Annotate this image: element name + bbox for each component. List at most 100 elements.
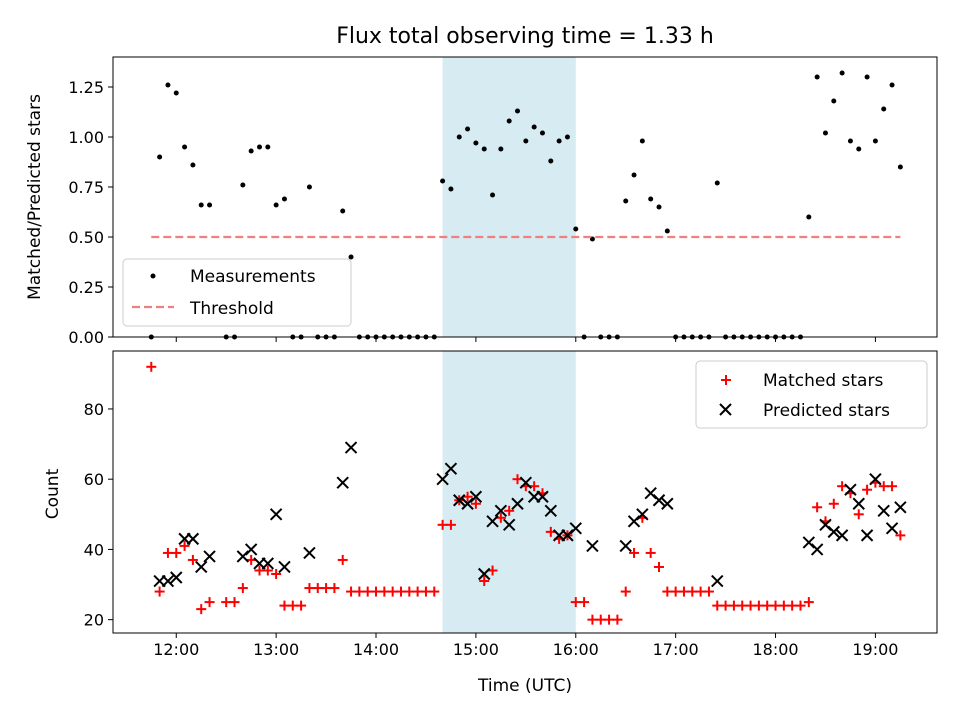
legend-predicted-label: Predicted stars — [763, 401, 890, 421]
predicted-star-marker — [444, 462, 458, 475]
predicted-star-marker — [186, 532, 200, 546]
matched-star-marker — [271, 569, 282, 580]
top-y-tick-label: 0.25 — [68, 278, 104, 297]
matched-star-marker — [479, 576, 490, 587]
predicted-star-marker-b — [336, 476, 349, 489]
measurement-point — [822, 130, 828, 136]
bottom-y-tick-label: 60 — [84, 470, 104, 489]
matched-star-marker — [887, 481, 898, 492]
matched-star-marker — [803, 597, 814, 608]
matched-star-marker — [495, 512, 506, 523]
legend-threshold-label: Threshold — [189, 299, 274, 319]
bottom-y-tick-label: 20 — [84, 611, 104, 630]
measurement-point — [872, 138, 878, 144]
predicted-star-marker — [860, 529, 874, 542]
predicted-star-marker-b — [519, 476, 533, 489]
top-y-tick-label: 1.25 — [68, 78, 104, 97]
measurement-point — [897, 164, 903, 170]
predicted-star-marker-b — [203, 550, 216, 563]
x-tick-label: 19:00 — [852, 640, 898, 659]
measurement-point — [573, 226, 579, 232]
matched-star-marker — [853, 509, 864, 520]
measurement-point — [490, 192, 496, 198]
legend-matched-label: Matched stars — [763, 371, 883, 391]
matched-star-marker — [504, 505, 515, 516]
legend-measurements-marker — [150, 273, 156, 279]
predicted-star-marker — [827, 525, 840, 539]
x-tick-label: 12:00 — [153, 640, 199, 659]
predicted-star-marker-b — [444, 462, 458, 475]
matched-star-marker — [187, 554, 198, 565]
measurement-point — [207, 202, 213, 208]
top-panel: 0.00 0.25 0.50 0.75 1.00 1.25 — [68, 56, 938, 347]
measurement-point — [306, 184, 312, 190]
top-highlight-span — [442, 57, 576, 337]
measurement-point — [515, 108, 521, 114]
measurement-point — [473, 140, 479, 146]
measurement-point — [539, 130, 545, 136]
matched-star-marker — [654, 561, 665, 572]
measurement-point — [631, 172, 637, 178]
measurement-point — [556, 138, 562, 144]
matched-star-marker — [795, 600, 806, 611]
matched-star-marker — [862, 484, 873, 495]
matched-star-marker — [329, 583, 340, 594]
bottom-panel: 12:00 13:00 14:00 15:00 16:00 17:00 18:00 19:00… — [84, 350, 938, 659]
predicted-star-marker-b — [278, 560, 291, 574]
predicted-star-marker-b — [819, 518, 832, 532]
predicted-star-marker — [844, 483, 857, 496]
predicted-star-marker — [619, 539, 632, 553]
predicted-star-marker-b — [544, 504, 558, 517]
measurement-point — [831, 98, 837, 104]
bottom-legend-box — [695, 360, 928, 429]
matched-star-marker — [246, 554, 257, 565]
top-y-tick-label: 0.75 — [68, 178, 104, 197]
matched-star-marker — [487, 565, 498, 576]
predicted-star-marker — [244, 543, 258, 556]
measurement-point — [523, 138, 529, 144]
predicted-star-marker-b — [486, 515, 499, 528]
measurement-point — [182, 144, 188, 150]
top-legend-box — [122, 258, 352, 327]
predicted-star-marker — [869, 472, 882, 486]
predicted-star-marker — [652, 494, 666, 507]
measurement-point — [806, 214, 812, 220]
predicted-star-marker-b — [494, 504, 508, 517]
matched-star-marker — [237, 583, 248, 594]
measurement-point — [881, 106, 887, 112]
matched-star-marker — [529, 481, 540, 492]
matched-star-marker — [429, 586, 440, 597]
measurement-point — [448, 186, 454, 192]
measurement-point — [498, 146, 504, 152]
matched-star-marker — [837, 481, 848, 492]
measurement-point — [481, 146, 487, 152]
predicted-star-marker-b — [644, 487, 657, 500]
measurement-point — [856, 146, 862, 152]
predicted-star-marker-b — [636, 508, 649, 521]
predicted-star-marker — [511, 497, 524, 510]
predicted-star-marker — [636, 508, 649, 521]
legend-measurements-label: Measurements — [190, 267, 316, 287]
predicted-star-marker-b — [269, 508, 283, 521]
predicted-star-marker-b — [586, 539, 599, 553]
predicted-star-marker-b — [436, 472, 449, 486]
predicted-star-marker-b — [869, 472, 882, 486]
predicted-star-marker-b — [303, 546, 316, 560]
matched-star-marker — [579, 597, 590, 608]
predicted-star-marker-b — [885, 522, 899, 535]
predicted-star-marker — [885, 522, 899, 535]
measurement-point — [648, 196, 654, 202]
predicted-star-marker-b — [844, 483, 857, 496]
predicted-star-marker-b — [877, 504, 890, 517]
predicted-star-marker — [303, 546, 316, 560]
matched-star-marker — [703, 586, 714, 597]
measurement-point — [265, 144, 271, 150]
measurement-point — [531, 124, 537, 130]
x-tick-label: 18:00 — [752, 640, 798, 659]
predicted-star-marker-b — [827, 525, 840, 539]
matched-star-marker — [545, 526, 556, 537]
predicted-star-marker — [502, 518, 516, 532]
predicted-star-marker-b — [161, 574, 175, 588]
predicted-star-marker-b — [894, 501, 907, 514]
x-tick-label: 13:00 — [253, 640, 299, 659]
